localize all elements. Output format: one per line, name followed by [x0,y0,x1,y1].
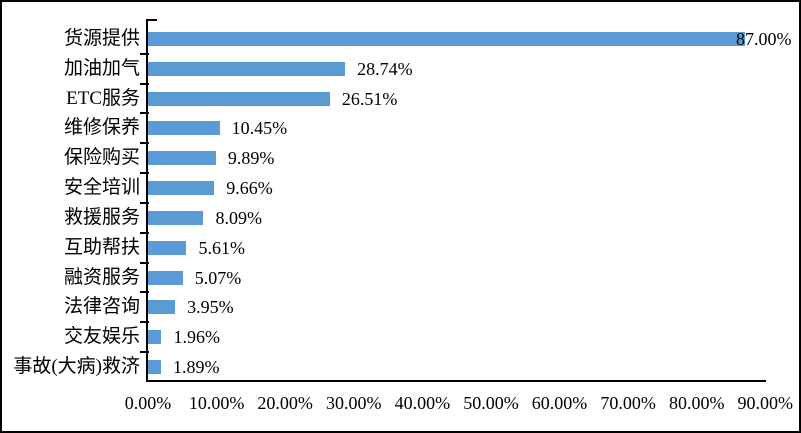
bar [148,121,220,136]
category-label: 保险购买 [63,147,140,169]
bar [148,360,161,375]
value-label: 9.89% [227,148,275,169]
bar-row: 交友娱乐 1.96% [0,322,801,352]
bar [148,270,183,285]
bar-row: 融资服务 5.07% [0,263,801,293]
x-tick-label: 90.00% [737,393,794,413]
y-axis-tick [140,52,149,55]
value-label: 10.45% [231,118,288,139]
category-label: 法律咨询 [63,296,140,318]
bar [148,61,346,76]
category-label: 融资服务 [63,266,140,288]
x-tick-label: 60.00% [531,393,588,413]
y-axis-tick [140,172,149,175]
value-label: 8.09% [215,207,262,228]
y-axis-tick [140,321,149,324]
bar [148,151,216,166]
y-axis-tick [140,82,149,85]
bar [148,31,745,46]
bar-row: 维修保养 10.45% [0,113,801,143]
x-tick-label: 80.00% [668,393,725,413]
y-axis-tick [140,291,149,294]
category-label: 安全培训 [63,177,140,199]
bar-row: 安全培训 9.66% [0,173,801,203]
x-tick-label: 10.00% [188,393,245,413]
bar-row: 加油加气 28.74% [0,54,801,84]
category-label: 互助帮扶 [63,236,140,258]
bar [148,240,187,255]
x-tick-label: 0.00% [124,393,172,413]
bar [148,91,330,106]
y-axis-tick [140,142,149,145]
category-label: ETC服务 [66,87,140,109]
bar [148,210,204,225]
y-axis-top-tick [146,19,157,21]
bar-row: 救援服务 8.09% [0,203,801,233]
bar-row: 法律咨询 3.95% [0,292,801,322]
x-axis-line [146,380,766,382]
category-label: 救援服务 [63,206,140,228]
bar [148,181,215,196]
bar-row: ETC服务 26.51% [0,84,801,114]
y-axis-tick [140,112,149,115]
value-label: 5.61% [198,237,245,258]
value-label: 26.51% [341,88,398,109]
bar [148,300,176,315]
y-axis-line [146,19,148,382]
value-label: 28.74% [357,58,413,79]
category-label: 交友娱乐 [63,326,140,348]
bar-row: 货源提供 87.00% [0,24,801,54]
bar [148,330,162,345]
category-label: 货源提供 [63,27,140,49]
x-tick-label: 30.00% [326,393,382,413]
y-axis-tick [140,351,149,354]
category-label: 事故(大病)救济 [13,356,140,378]
value-label: 1.96% [173,327,220,348]
value-label: 87.00% [736,28,792,49]
y-axis-tick [140,201,149,204]
value-label: 3.95% [187,297,234,318]
value-label: 5.07% [194,267,242,288]
x-tick-label: 40.00% [394,393,451,413]
value-label: 1.89% [172,357,220,378]
x-tick-label: 20.00% [257,393,313,413]
y-axis-tick [140,261,149,264]
y-axis-tick [140,231,149,234]
category-label: 维修保养 [63,117,140,139]
bar-row: 事故(大病)救济 1.89% [0,352,801,382]
bar-row: 保险购买 9.89% [0,143,801,173]
value-label: 9.66% [226,178,273,199]
x-tick-label: 50.00% [463,393,519,413]
x-tick-label: 70.00% [600,393,656,413]
category-label: 加油加气 [63,57,140,79]
bar-row: 互助帮扶 5.61% [0,233,801,263]
